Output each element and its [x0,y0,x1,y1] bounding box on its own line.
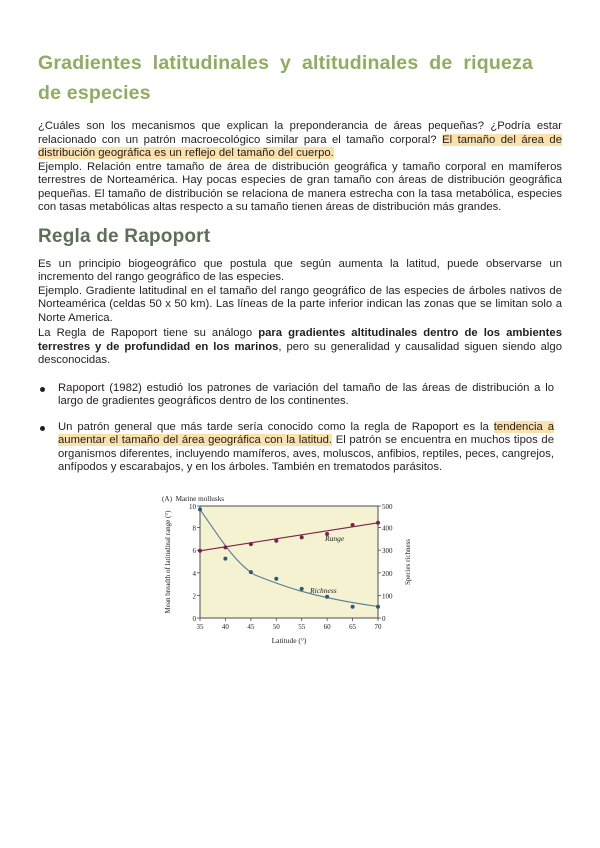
svg-text:0: 0 [382,615,386,623]
svg-text:300: 300 [382,547,393,555]
svg-text:Richness: Richness [309,586,337,595]
svg-text:60: 60 [324,623,332,631]
svg-text:40: 40 [222,623,230,631]
svg-text:50: 50 [273,623,281,631]
svg-text:8: 8 [193,524,197,532]
svg-text:65: 65 [349,623,357,631]
svg-text:2: 2 [193,592,197,600]
svg-text:0: 0 [193,615,197,623]
svg-text:Range: Range [324,534,345,543]
svg-text:6: 6 [193,547,197,555]
svg-text:45: 45 [247,623,255,631]
svg-text:Species richness: Species richness [404,538,412,584]
svg-text:100: 100 [382,592,393,600]
svg-text:10: 10 [189,503,197,511]
svg-text:70: 70 [375,623,383,631]
svg-text:Mean breadth of latitudinal ra: Mean breadth of latitudinal range (°) [164,509,172,613]
svg-text:500: 500 [382,503,393,511]
svg-text:35: 35 [197,623,205,631]
svg-text:400: 400 [382,524,393,532]
svg-text:55: 55 [298,623,306,631]
svg-text:(A) Marine mollusks: (A) Marine mollusks [162,495,224,503]
svg-text:200: 200 [382,569,393,577]
svg-text:4: 4 [193,569,197,577]
svg-text:Latitude (°): Latitude (°) [272,636,307,645]
